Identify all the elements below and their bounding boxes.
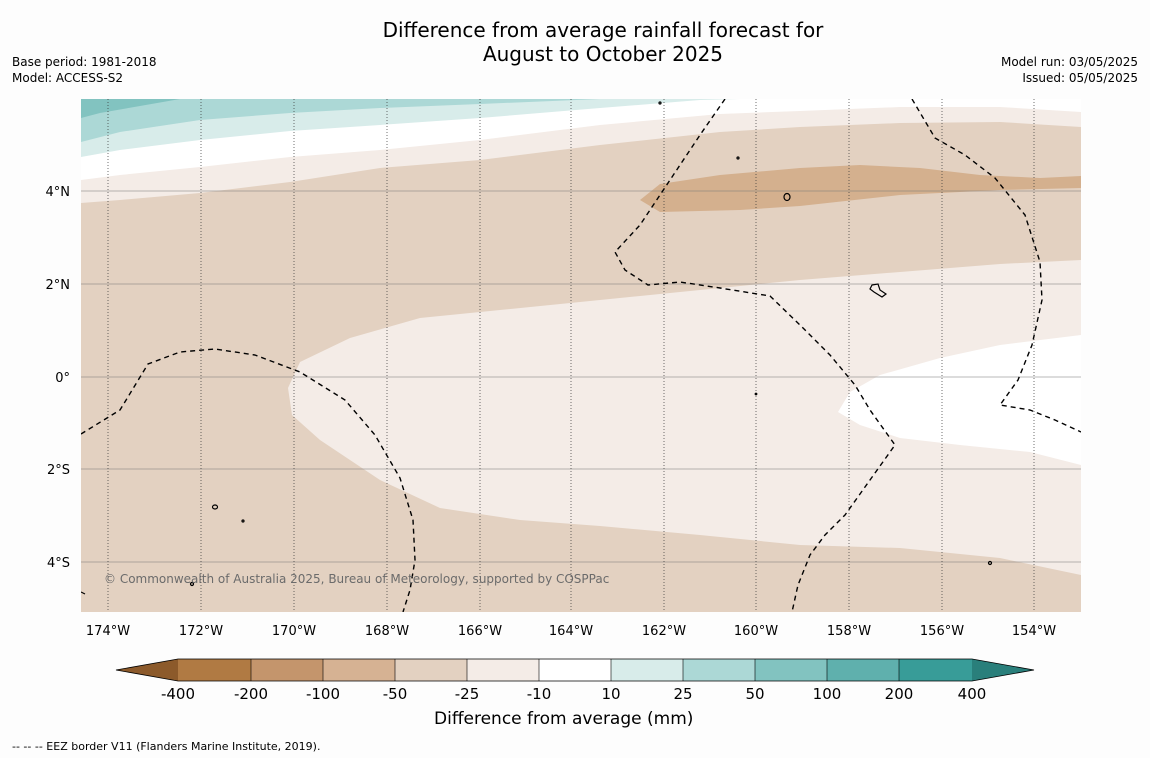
lat-label-2n: 2°N [46,278,71,293]
lon-label-158w: 158°W [827,624,871,639]
cb-tick-2: -200 [234,685,268,703]
field-central-tongue [288,260,1081,575]
colorbar [115,658,1035,682]
lon-label-164w: 164°W [549,624,593,639]
colorbar-cell-5 [467,659,539,681]
lon-label-154w: 154°W [1012,624,1056,639]
colorbar-cell-2 [251,659,323,681]
lon-label-162w: 162°W [642,624,686,639]
colorbar-cell-8 [683,659,755,681]
eez-border-central [614,99,896,612]
island-6 [736,156,740,160]
title-line-1: Difference from average rainfall forecas… [382,18,824,42]
map-title: Difference from average rainfall forecas… [0,18,1150,66]
island-1 [783,192,791,202]
cb-tick-11: 200 [885,685,914,703]
colorbar-extend-high [972,659,1034,681]
field-east-white [838,335,1081,465]
island-4 [189,581,195,587]
meta-left: Base period: 1981-2018 Model: ACCESS-S2 [12,54,157,86]
eez-borders [81,99,1081,612]
cb-tick-3: -100 [306,685,340,703]
cb-tick-9: 50 [745,685,764,703]
field-band-teal-3 [81,99,180,118]
cb-tick-10: 100 [813,685,842,703]
colorbar-cell-1 [178,659,251,681]
cb-tick-8: 25 [673,685,692,703]
cb-tick-7: 10 [601,685,620,703]
colorbar-cell-7 [611,659,683,681]
colorbar-cell-10 [827,659,899,681]
copyright-notice: © Commonwealth of Australia 2025, Bureau… [104,572,610,586]
lat-label-4n: 4°N [46,185,71,200]
lat-axis-labels: 4°N 2°N 0° 2°S 4°S [46,185,71,571]
colorbar-cell-6 [539,659,611,681]
island-9 [81,591,86,595]
model-name: Model: ACCESS-S2 [12,71,124,85]
lat-gridlines [81,190,1081,563]
cb-tick-12: 400 [958,685,987,703]
colorbar-extend-low [116,659,178,681]
issued-date: Issued: 05/05/2025 [1022,71,1138,85]
lon-label-168w: 168°W [365,624,409,639]
lon-label-160w: 160°W [734,624,778,639]
colorbar-ticks: -400 -200 -100 -50 -25 -10 10 25 50 100 … [161,685,986,703]
model-run: Model run: 03/05/2025 [1000,55,1138,69]
lat-label-2s: 2°S [47,463,70,478]
lon-axis-labels: 174°W 172°W 170°W 168°W 166°W 164°W 162°… [86,624,1056,639]
lon-label-174w: 174°W [86,624,130,639]
cb-tick-1: -400 [161,685,195,703]
colorbar-cell-4 [395,659,467,681]
colorbar-title: Difference from average (mm) [434,709,694,729]
island-kiritimati [869,283,888,298]
base-period: Base period: 1981-2018 [12,55,157,69]
title-line-2: August to October 2025 [482,42,724,66]
field-band-teal-2 [81,99,600,142]
map-field [81,99,1081,612]
colorbar-cell-9 [755,659,827,681]
colorbar-cell-11 [899,659,972,681]
island-5 [987,560,993,566]
lon-label-170w: 170°W [272,624,316,639]
islands [81,101,993,595]
lat-label-4s: 4°S [47,556,70,571]
eez-border-east [911,99,1081,433]
eez-footnote: -- -- -- EEZ border V11 (Flanders Marine… [12,740,321,753]
lon-label-156w: 156°W [920,624,964,639]
island-3 [241,519,245,523]
lat-label-0: 0° [55,371,70,386]
cb-tick-6: -10 [527,685,552,703]
field-dry-patch [640,165,1081,212]
island-2 [211,504,219,510]
island-8 [754,392,758,396]
meta-right: Model run: 03/05/2025 Issued: 05/05/2025 [1001,54,1138,86]
island-7 [658,101,662,105]
cb-tick-5: -25 [455,685,480,703]
colorbar-outline [115,658,1035,682]
lon-label-172w: 172°W [179,624,223,639]
lon-label-166w: 166°W [458,624,502,639]
colorbar-cell-3 [323,659,395,681]
cb-tick-4: -50 [383,685,408,703]
